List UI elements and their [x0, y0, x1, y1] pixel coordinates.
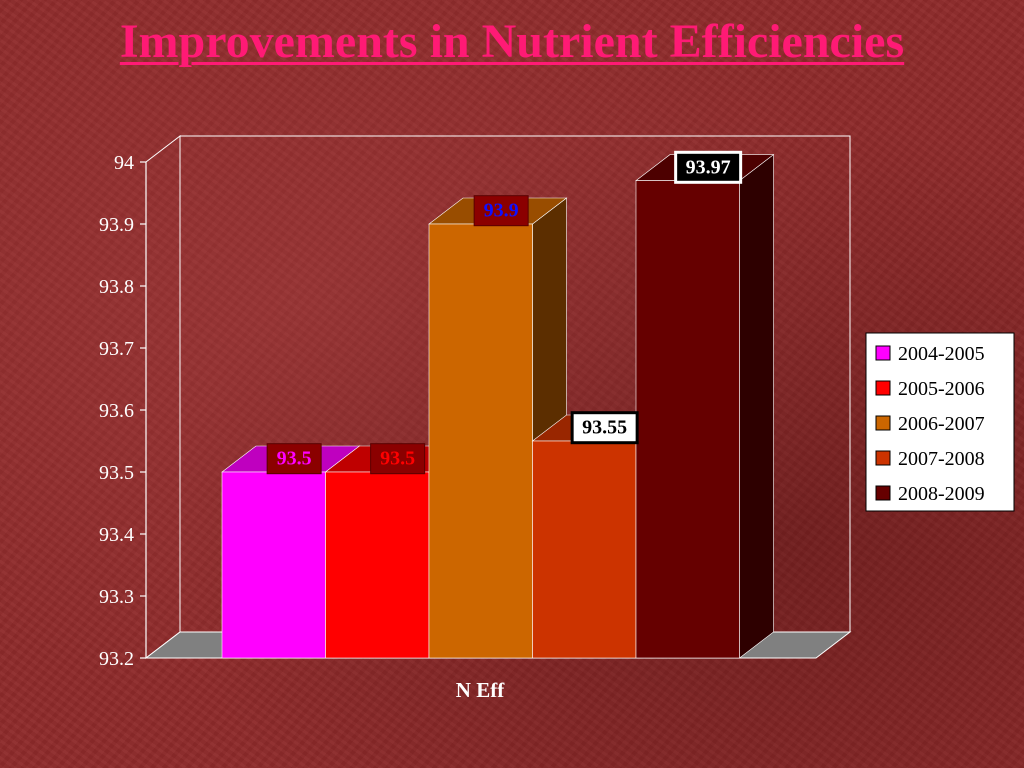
- data-label-2006-2007: 93.9: [473, 195, 529, 227]
- data-label-2004-2005: 93.5: [266, 443, 322, 475]
- y-tick-label: 93.4: [99, 524, 134, 546]
- bar-front: [428, 223, 533, 659]
- legend-swatch: [875, 380, 891, 396]
- data-label-text: 93.55: [582, 417, 627, 439]
- legend-swatch: [875, 485, 891, 501]
- data-label-2007-2008: 93.55: [570, 411, 639, 445]
- y-tick-label: 93.7: [99, 338, 134, 360]
- y-tick-label: 93.9: [99, 214, 134, 236]
- data-label-box: [570, 411, 639, 445]
- y-tick-label: 93.6: [99, 400, 134, 422]
- bar-front: [635, 180, 740, 659]
- y-tick-label: 94: [114, 152, 134, 174]
- bar-front: [325, 471, 430, 659]
- y-tick-label: 93.3: [99, 586, 134, 608]
- x-axis-category-label: N Eff: [456, 678, 505, 702]
- data-label-text: 93.5: [277, 448, 312, 470]
- chart-bars: [221, 153, 775, 659]
- legend-item: 2004-2005: [875, 343, 985, 365]
- y-tick-label: 93.8: [99, 276, 134, 298]
- legend-label: 2007-2008: [898, 448, 985, 470]
- data-label-box: [473, 195, 529, 227]
- data-label-text: 93.97: [686, 156, 731, 178]
- legend: 2004-2005 2005-2006 2006-2007 2007-2008 2008…: [865, 332, 1015, 512]
- legend-label: 2005-2006: [898, 378, 985, 400]
- y-tick-label: 93.2: [99, 648, 134, 670]
- y-axis: 93.2 93.3 93.4 93.5 93.6 93.7 93.8 93.9 94: [99, 152, 147, 670]
- legend-label: 2004-2005: [898, 343, 985, 365]
- legend-item: 2006-2007: [875, 413, 985, 435]
- left-wall: [145, 134, 181, 660]
- bar-front: [221, 471, 326, 659]
- data-label-box: [370, 443, 426, 475]
- data-label-2008-2009: 93.97: [674, 150, 743, 184]
- y-tick-label: 93.5: [99, 462, 134, 484]
- legend-item: 2008-2009: [875, 483, 985, 505]
- slide-title: Improvements in Nutrient Efficiencies: [119, 15, 905, 68]
- data-label-text: 93.5: [380, 448, 415, 470]
- legend-swatch: [875, 345, 891, 361]
- bar-side: [739, 153, 774, 659]
- data-labels: 93.5 93.5 93.9 93.55 93.97: [266, 150, 743, 475]
- legend-label: 2008-2009: [898, 483, 985, 505]
- legend-swatch: [875, 415, 891, 431]
- legend-swatch: [875, 450, 891, 466]
- data-label-box: [674, 150, 743, 184]
- legend-item: 2005-2006: [875, 378, 985, 400]
- data-label-box: [266, 443, 322, 475]
- legend-item: 2007-2008: [875, 448, 985, 470]
- legend-box: [865, 332, 1015, 512]
- data-label-text: 93.9: [484, 200, 519, 222]
- legend-label: 2006-2007: [898, 413, 985, 435]
- bar-front: [532, 440, 637, 659]
- bar-2008-2009: [635, 153, 775, 659]
- data-label-2005-2006: 93.5: [370, 443, 426, 475]
